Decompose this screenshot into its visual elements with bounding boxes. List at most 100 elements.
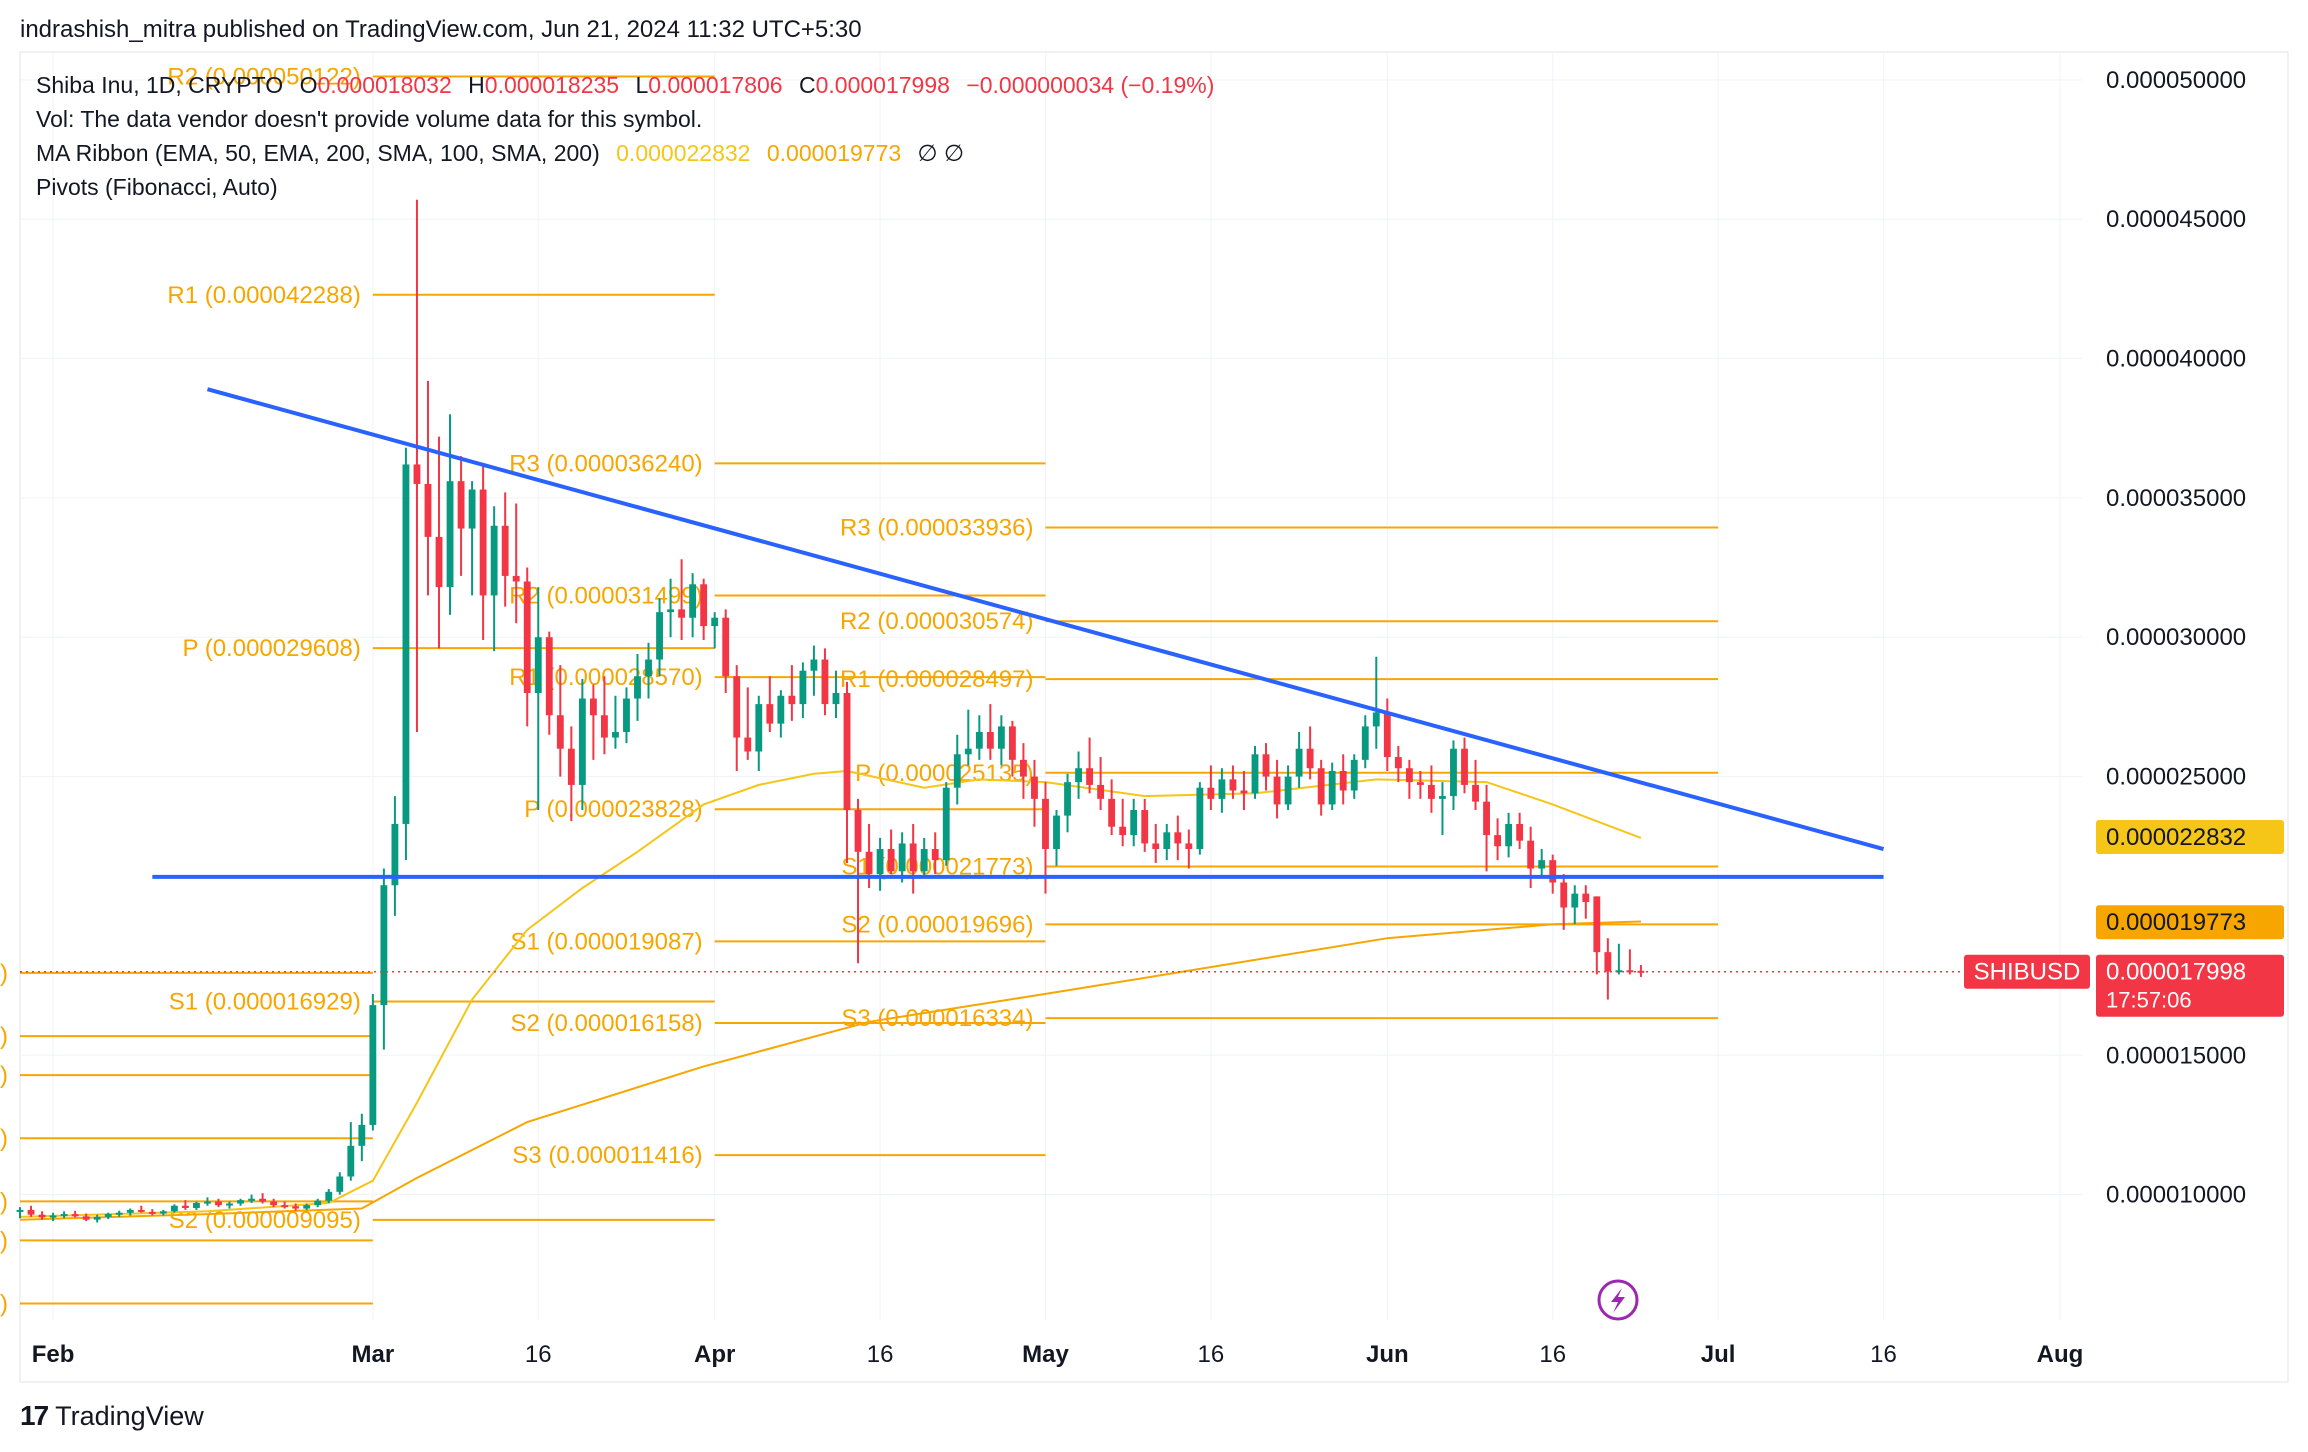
candle-up <box>1196 787 1204 850</box>
candle-up <box>612 731 619 738</box>
candle-down <box>1174 832 1182 844</box>
candle-up <box>832 692 840 705</box>
candle-down <box>82 1216 90 1220</box>
candle-down <box>1582 893 1590 902</box>
price-tick-label: 0.000040000 <box>2106 346 2246 373</box>
candle-up <box>446 481 454 588</box>
candle-down <box>733 676 741 738</box>
time-tick-label: Apr <box>694 1341 735 1368</box>
candle-up <box>711 617 719 627</box>
pivot-label-p: P (0.000012022) <box>0 1125 8 1152</box>
candle-up <box>193 1202 200 1208</box>
candle-up <box>578 698 586 785</box>
candle-up <box>115 1212 123 1215</box>
candle-down <box>909 843 917 872</box>
candle-down <box>1262 754 1270 777</box>
ma-line-2 <box>19 920 1641 1221</box>
candle-down <box>1108 798 1116 827</box>
legend-ma-ribbon[interactable]: MA Ribbon (EMA, 50, EMA, 200, SMA, 100, … <box>36 140 974 167</box>
candle-up <box>1251 754 1259 794</box>
time-tick-label: Jun <box>1366 1341 1409 1368</box>
candle-up <box>810 659 818 671</box>
candle-down <box>1461 748 1468 785</box>
lightning-icon-ring[interactable] <box>1597 1279 1639 1321</box>
candle-down <box>1229 779 1237 791</box>
time-tick-label: May <box>1022 1341 1069 1368</box>
candle-down <box>1560 882 1568 908</box>
candle-up <box>1163 832 1171 850</box>
pivot-label-s2: S2 (0.000019696) <box>841 911 1033 938</box>
pivot-label-s2: S2 (0.000008356) <box>0 1227 8 1254</box>
price-badge <box>2096 954 2284 1017</box>
ma-empty-values: ∅ ∅ <box>917 140 965 166</box>
candle-down <box>137 1209 145 1212</box>
candle-down <box>766 704 774 724</box>
candle-up <box>1538 860 1546 869</box>
legend-high: H0.000018235 <box>468 72 620 98</box>
candle-down <box>589 698 597 716</box>
candle-up <box>975 731 983 749</box>
pivot-label-r1: R1 (0.000014288) <box>0 1062 8 1089</box>
candle-up <box>16 1209 24 1212</box>
pivot-label-r1: R1 (0.000028497) <box>840 666 1033 693</box>
price-badge-value: 0.000017998 <box>2106 959 2246 986</box>
candle-up <box>60 1214 68 1217</box>
price-tick-label: 0.000015000 <box>2106 1042 2246 1069</box>
grid <box>20 52 2082 1320</box>
candle-up <box>159 1211 167 1214</box>
candle-down <box>1593 896 1601 953</box>
candle-up <box>634 676 641 699</box>
candle-up <box>1571 893 1579 908</box>
candle-down <box>1405 768 1413 783</box>
ma-value-2: 0.000019773 <box>766 140 902 166</box>
pivot-label-s1: S1 (0.000019087) <box>511 928 703 955</box>
tradingview-mark-icon: 17 <box>20 1400 49 1431</box>
candle-down <box>1240 790 1248 794</box>
candle-up <box>876 849 884 875</box>
pivot-label-r3: R3 (0.000036240) <box>509 450 702 477</box>
candle-down <box>270 1201 278 1206</box>
pivot-label-s1: S1 (0.000009756) <box>0 1188 8 1215</box>
candle-up <box>1295 748 1303 777</box>
time-tick-label: 16 <box>867 1341 894 1368</box>
candle-up <box>391 823 399 886</box>
candle-down <box>501 525 509 576</box>
pivot-label-p: P (0.000029608) <box>182 635 360 662</box>
pivot-label-r2: R2 (0.000030574) <box>840 608 1033 635</box>
candle-down <box>1549 860 1557 883</box>
candle-up <box>347 1145 355 1177</box>
candle-down <box>71 1214 79 1217</box>
candle-down <box>1494 835 1502 847</box>
pivot-label-s1: S1 (0.000016929) <box>169 988 361 1015</box>
tradingview-logo[interactable]: 17 TradingView <box>20 1400 204 1432</box>
time-axis[interactable]: Feb Mar 16 Apr 16 May 16 Jun 16 Jul 16 Aug <box>32 1341 2084 1368</box>
candle-down <box>1416 782 1424 785</box>
time-tick-label: 16 <box>1198 1341 1225 1368</box>
trendlines[interactable] <box>152 387 1885 879</box>
candle-down <box>1604 952 1612 972</box>
candle-down <box>1097 784 1105 799</box>
trendline-descending[interactable] <box>206 387 1885 851</box>
chart-frame <box>19 51 2289 1383</box>
candle-up <box>490 525 498 596</box>
candle-down <box>281 1205 289 1208</box>
legend-pivots[interactable]: Pivots (Fibonacci, Auto) <box>36 174 278 200</box>
price-tick-label: 0.000050000 <box>2106 67 2246 94</box>
price-axis[interactable]: 0.000050000 0.000045000 0.000040000 0.00003… <box>2106 67 2246 1209</box>
candle-down <box>567 748 575 785</box>
candle-up <box>380 885 388 1006</box>
lightning-icon[interactable] <box>1597 1279 1639 1321</box>
ma-line-1 <box>19 769 1642 1218</box>
candle-up <box>534 637 542 693</box>
candle-down <box>1339 770 1347 791</box>
candle-up <box>953 754 961 788</box>
candle-up <box>303 1205 311 1209</box>
legend-symbol[interactable]: Shiba Inu, 1D, CRYPTO <box>36 72 284 98</box>
lightning-icon-bolt[interactable] <box>1611 1288 1625 1313</box>
candle-up <box>1505 823 1513 847</box>
candle-down <box>1031 776 1038 799</box>
candle-up <box>1064 782 1071 816</box>
candle-down <box>523 581 531 693</box>
candle-up <box>1372 712 1380 727</box>
